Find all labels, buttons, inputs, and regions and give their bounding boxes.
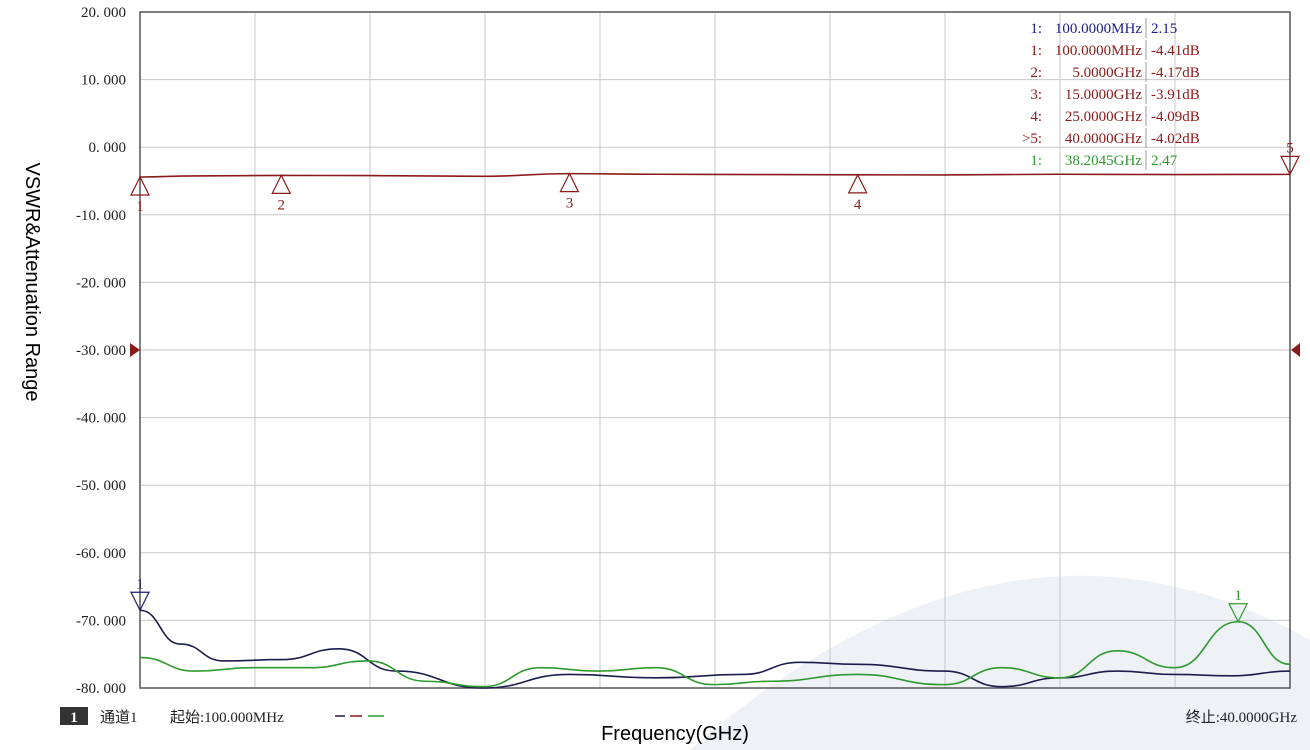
marker-readout-table: 1: 100.0000MHz 2.15 1: 100.0000MHz -4.41dB 2: 5… <box>1022 18 1200 170</box>
marker-triangle <box>271 174 292 194</box>
marker-row-frequency: 15.0000GHz <box>1065 87 1142 103</box>
y-tick-label: 10. 000 <box>81 73 126 89</box>
channel-label: 通道1 <box>100 709 138 726</box>
reference-level-right-marker <box>1291 343 1300 357</box>
marker-label: 4 <box>854 197 862 213</box>
marker-row-frequency: 38.2045GHz <box>1065 153 1142 169</box>
marker-row-number: 3: <box>1030 87 1042 103</box>
start-frequency: 起始:100.000MHz <box>170 709 284 726</box>
y-tick-label: -80. 000 <box>76 681 126 697</box>
reference-level-left-marker <box>130 343 140 357</box>
channel-number: 1 <box>70 710 78 726</box>
marker-row-value: -4.09dB <box>1151 109 1200 125</box>
plot-grid <box>140 12 1290 688</box>
marker-label: 5 <box>1286 140 1294 156</box>
marker-label: 3 <box>566 196 574 212</box>
marker-label: 2 <box>277 197 285 213</box>
marker-row-frequency: 100.0000MHz <box>1055 21 1142 37</box>
series-line-1 <box>139 172 1291 178</box>
marker-row-value: 2.47 <box>1151 153 1178 169</box>
marker-row-number: 2: <box>1030 65 1042 81</box>
y-axis-ticks: 20. 000 10. 000 0. 000 -10. 000 -20. 000 -30.… <box>76 5 126 697</box>
y-tick-label: -70. 000 <box>76 613 126 629</box>
marker-label: 1 <box>1234 588 1242 604</box>
marker-row-number: 1: <box>1030 43 1042 59</box>
marker-triangle <box>847 173 868 194</box>
reference-level-markers <box>130 343 1300 357</box>
channel-number-box[interactable] <box>60 707 88 725</box>
series-line-2 <box>139 609 1291 689</box>
stop-frequency: 终止:40.0000GHz <box>1186 709 1298 726</box>
marker-row-frequency: 25.0000GHz <box>1065 109 1142 125</box>
x-axis-title: Frequency(GHz) <box>601 723 749 745</box>
marker-row-value: -4.17dB <box>1151 65 1200 81</box>
marker-row-number: 1: <box>1030 153 1042 169</box>
y-tick-label: -10. 000 <box>76 208 126 224</box>
marker-row-frequency: 5.0000GHz <box>1072 65 1142 81</box>
marker-label: 1 <box>136 199 144 215</box>
y-tick-label: -20. 000 <box>76 275 126 291</box>
y-axis-title: VSWR&Attenuation Range <box>21 162 43 401</box>
marker-triangle <box>130 591 150 612</box>
marker-triangle <box>559 172 580 193</box>
marker-triangle <box>130 175 150 196</box>
y-tick-label: 20. 000 <box>81 5 126 21</box>
marker-triangle <box>1280 155 1300 176</box>
marker-row-number: 4: <box>1030 109 1042 125</box>
marker-row-frequency: 100.0000MHz <box>1055 43 1142 59</box>
watermark-arc <box>690 575 1310 750</box>
marker-row-value: -4.41dB <box>1151 43 1200 59</box>
marker-row-frequency: 40.0000GHz <box>1065 131 1142 147</box>
marker-label: 1 <box>136 576 144 592</box>
series-line-3 <box>139 620 1291 688</box>
trace-markers: 1 2 3 4 5 1 1 <box>130 140 1300 624</box>
channel-footer: 1 通道1 起始:100.000MHz 终止:40.0000GHz <box>60 707 1297 726</box>
y-tick-label: -50. 000 <box>76 478 126 494</box>
y-tick-label: -30. 000 <box>76 343 126 359</box>
marker-row-value: -4.02dB <box>1151 131 1200 147</box>
marker-triangle <box>1228 603 1249 624</box>
marker-row-value: -3.91dB <box>1151 87 1200 103</box>
y-tick-label: 0. 000 <box>89 140 127 156</box>
y-tick-label: -40. 000 <box>76 411 126 427</box>
y-tick-label: -60. 000 <box>76 546 126 562</box>
marker-row-number: >5: <box>1022 131 1042 147</box>
marker-row-number: 1: <box>1030 21 1042 37</box>
marker-row-value: 2.15 <box>1151 21 1177 37</box>
series-lines <box>139 172 1291 689</box>
